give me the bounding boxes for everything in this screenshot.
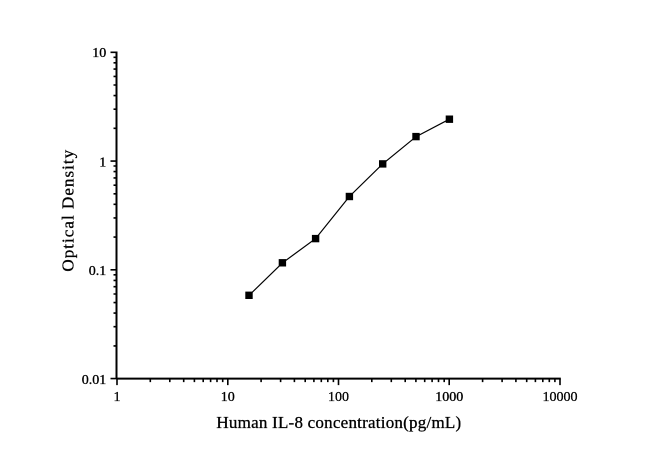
svg-text:Human IL-8 concentration(pg/mL: Human IL-8 concentration(pg/mL) [216,413,461,432]
svg-text:10: 10 [92,46,106,61]
svg-text:10000: 10000 [543,390,578,405]
svg-text:0.01: 0.01 [82,373,107,388]
svg-text:1: 1 [99,155,106,170]
svg-text:1: 1 [114,390,121,405]
svg-text:100: 100 [328,390,349,405]
svg-text:1000: 1000 [435,390,463,405]
svg-text:0.1: 0.1 [89,264,107,279]
svg-text:10: 10 [221,390,235,405]
svg-text:Optical Density: Optical Density [59,149,78,272]
